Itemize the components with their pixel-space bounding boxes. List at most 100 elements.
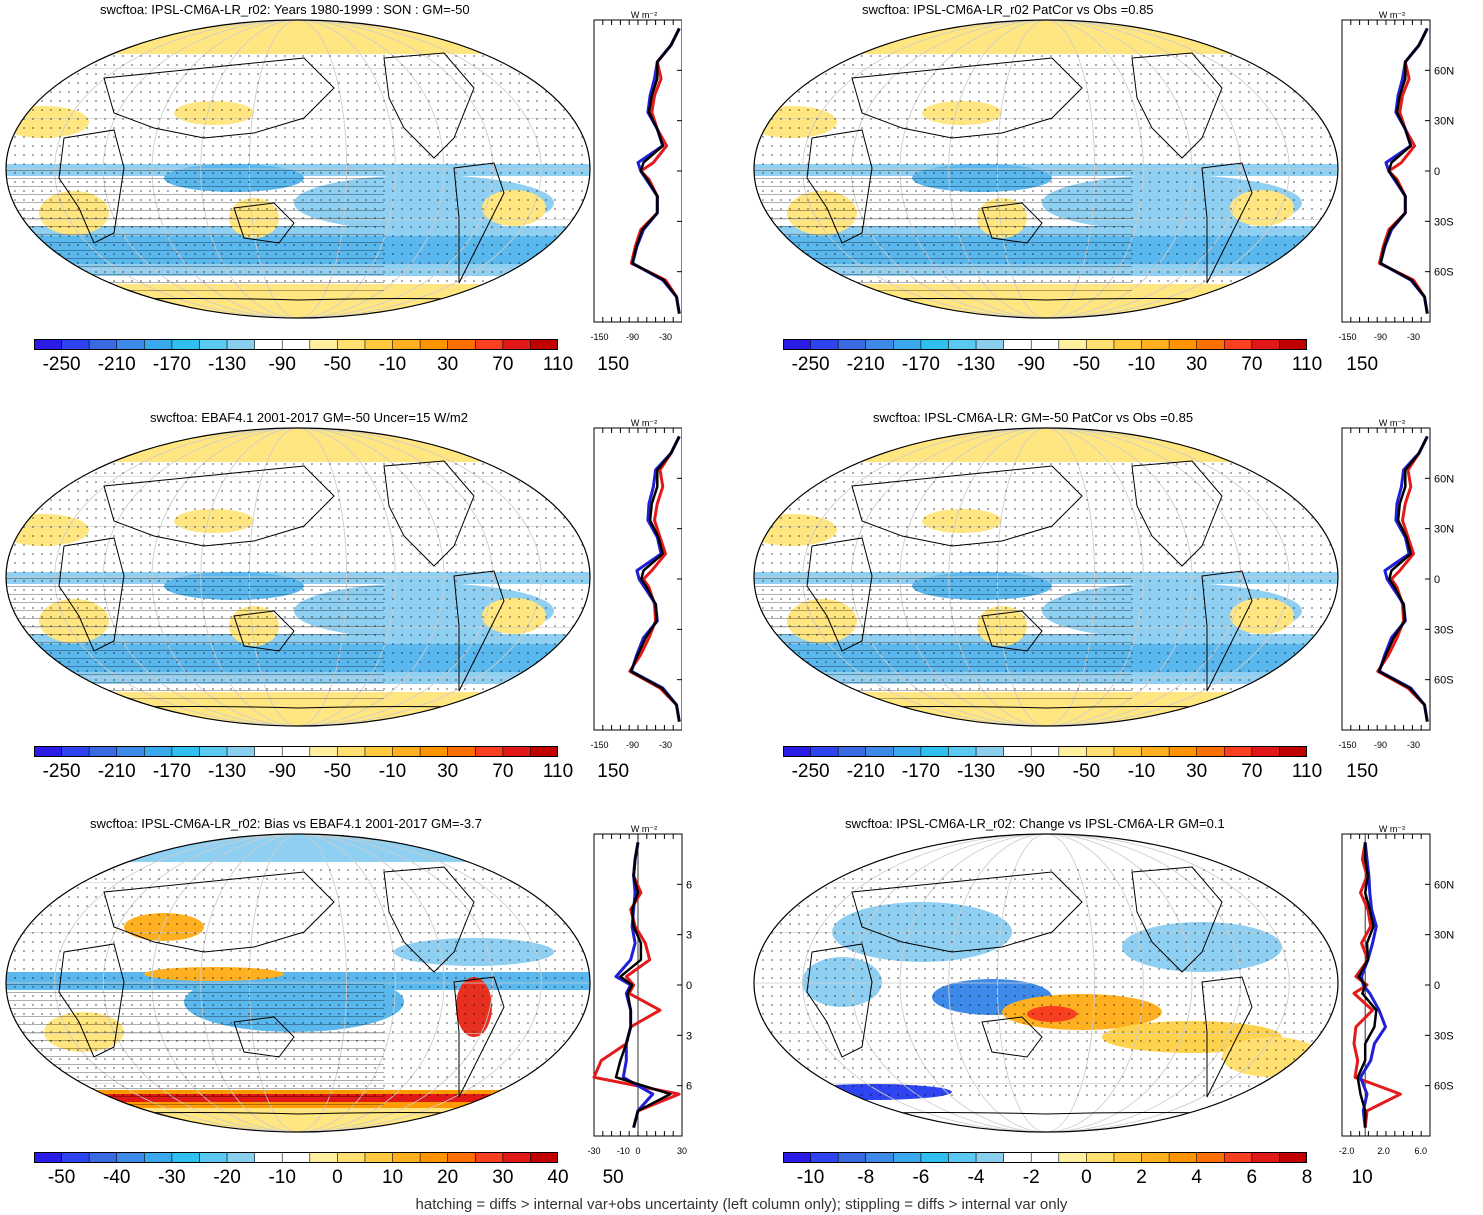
coastline [1201,976,1253,1098]
zonal-y-tick-label: 30S [1434,1030,1454,1042]
colorbar-tick-label: 50 [602,1167,624,1188]
zonal-mean-plot: W m⁻² -2.0 2.0 6.0 60N 30N 0 30S 60S [1339,824,1454,1156]
colorbar-swatch [364,746,394,757]
colorbar-swatch [447,339,476,350]
colorbar-swatch [1031,339,1060,350]
colorbar-tick-label: 30 [1186,354,1208,375]
colorbar-frame [34,339,558,350]
colorbar-tick-label: -6 [912,1167,930,1188]
zonal-units: W m⁻² [1379,418,1405,428]
colorbar-tick-label: 70 [492,354,514,375]
colorbar-swatch [865,1152,894,1163]
zonal-units: W m⁻² [631,418,657,428]
colorbar-swatch [1113,746,1143,757]
colorbar-tick-label: -2 [1022,1167,1040,1188]
colorbar-swatch [1086,1152,1115,1163]
stippling-overlay [6,862,590,1102]
colorbar-swatch [1196,746,1225,757]
colorbar-swatch [144,746,173,757]
colorbar-swatch [447,1152,476,1163]
panel-title: swcftoa: EBAF4.1 2001-2017 GM=-50 Uncer=… [150,410,468,425]
coastline [383,460,475,567]
zonal-y-tick-label: 30N [686,930,692,942]
stippling-overlay [6,456,590,696]
zonal-units: W m⁻² [1379,10,1405,20]
colorbar-labels: -50 -40 -30 -20 -10 0 10 20 30 40 50 [34,1167,624,1191]
zonal-units: W m⁻² [631,10,657,20]
colorbar-tick-label: -90 [1017,354,1045,375]
colorbar-swatch [89,339,118,350]
zonal-frame [1341,19,1431,323]
zonal-y-tick-label: 30N [1434,524,1454,536]
panel-title: swcftoa: IPSL-CM6A-LR_r02: Years 1980-19… [100,2,470,17]
colorbar-tick-label: 150 [1346,354,1379,375]
colorbar-frame [783,339,1307,350]
colorbar-frame [34,746,558,757]
colorbar-swatch [1169,746,1198,757]
colorbar-tick-label: -250 [42,354,81,375]
zonal-y-tick-label: 60N [1434,473,1454,485]
colorbar-tick-label: 150 [597,354,630,375]
stippling-overlay [6,48,590,288]
colorbar-swatch [61,1152,90,1163]
coastline [453,162,505,284]
colorbar-swatch [1251,746,1280,757]
zonal-line-obs [629,435,681,722]
zonal-frame [593,19,682,323]
coastline [1201,162,1253,284]
colorbar-swatch [530,339,558,350]
map-border [753,833,1339,1133]
coastline [851,57,1083,139]
colorbar-tick-label: 20 [437,1167,459,1188]
colorbar [783,339,1307,350]
colorbar-swatch [948,339,977,350]
colorbar-swatch [420,746,449,757]
global-map [5,833,591,1133]
colorbar-swatch [810,339,839,350]
colorbar-swatch [282,339,311,350]
zonal-y-tick-label: 60S [1434,675,1454,687]
zonal-y-tick-label: 60S [686,1081,692,1093]
colorbar-swatch [34,1152,63,1163]
colorbar-tick-label: -8 [857,1167,875,1188]
colorbar-tick-label: -90 [1017,761,1045,782]
zonal-x-tick-label: -90 [626,740,639,750]
zonal-y-tick-label: 60N [686,879,692,891]
colorbar-labels: -250 -210 -170 -130 -90 -50 -10 30 70 110 150 [34,354,629,378]
zonal-x-tick-label: -30 [587,1146,600,1156]
colorbar-swatch [392,339,421,350]
zonal-y-tick-label: 60N [1434,879,1454,891]
coastline [103,871,335,953]
colorbar-swatch [227,746,256,757]
colorbar-swatch [1279,746,1307,757]
coastline [806,537,873,652]
coastline [103,465,335,547]
colorbar [783,746,1307,757]
colorbar-swatch [89,746,118,757]
colorbar-tick-label: 110 [542,354,574,375]
zonal-y-tick-label: 0 [1434,166,1440,178]
colorbar-tick-label: -50 [1072,354,1101,375]
colorbar-tick-label: 150 [597,761,630,782]
colorbar-labels: -250 -210 -170 -130 -90 -50 -10 30 70 110 150 [783,354,1378,378]
colorbar-swatch [89,1152,118,1163]
colorbar-tick-label: -170 [901,354,940,375]
colorbar-swatch [530,746,558,757]
zonal-x-tick-label: 30 [677,1146,687,1156]
figure-caption: hatching = diffs > internal var+obs unce… [415,1196,1068,1213]
zonal-x-tick-label: -150 [590,332,608,342]
colorbar-swatch [282,1152,311,1163]
colorbar-tick-label: 2 [1136,1167,1147,1188]
coastline [1131,460,1223,567]
colorbar-tick-label: 70 [1241,354,1263,375]
panel-title: swcftoa: IPSL-CM6A-LR_r02: Bias vs EBAF4… [90,816,482,831]
colorbar-tick-label: -250 [42,761,81,782]
colorbar-tick-label: -170 [152,354,191,375]
colorbar-labels: -10 -8 -6 -4 -2 0 2 4 6 8 10 [783,1167,1373,1191]
zonal-y-tick-label: 30S [686,1030,692,1042]
map-border [5,427,591,727]
colorbar-swatch [1251,339,1280,350]
colorbar-tick-label: -250 [791,761,830,782]
zonal-x-tick-label: 2.0 [1377,1146,1390,1156]
